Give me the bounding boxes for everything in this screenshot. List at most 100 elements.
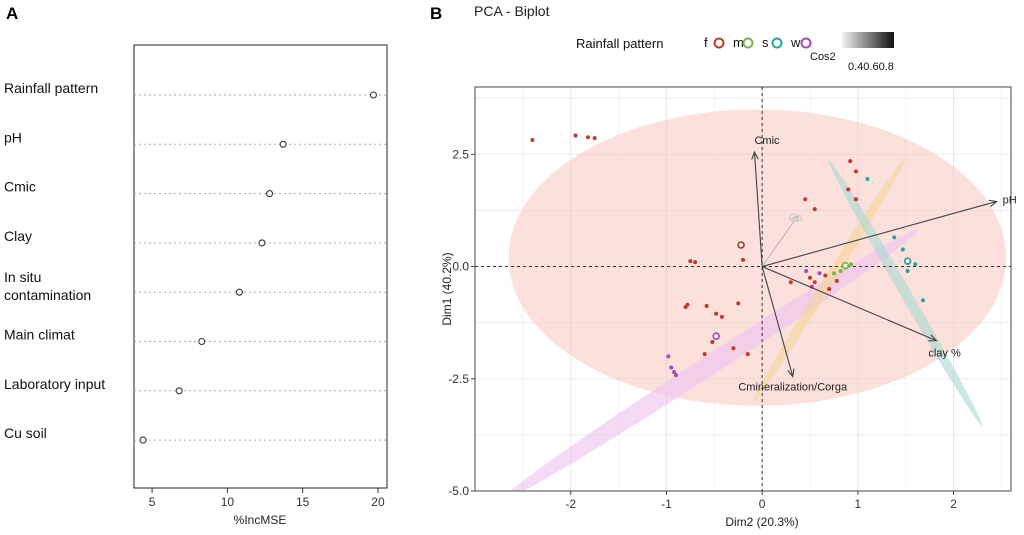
loading-arrow-label: Cmineralization/Corga — [738, 382, 848, 394]
observation-point-s — [913, 262, 918, 267]
legend-title: Rainfall pattern — [576, 36, 663, 51]
observation-point-w — [672, 370, 677, 375]
loading-arrowhead — [988, 199, 998, 207]
variable-label: Main climat — [4, 327, 75, 343]
panel-a-x-axis: 5 10 15 20 — [149, 488, 385, 509]
variable-label: In situ — [4, 269, 41, 285]
x-tick-label: -1 — [661, 497, 672, 511]
observation-point-f — [788, 280, 793, 285]
loading-arrow-label: Cu — [789, 212, 803, 224]
observation-point-w — [669, 365, 674, 370]
observation-point-f — [731, 346, 736, 351]
observation-point-m — [831, 271, 836, 276]
observation-point-s — [892, 235, 897, 240]
observation-point-m — [838, 269, 843, 274]
observation-point-f — [693, 260, 698, 265]
importance-point — [265, 190, 274, 198]
legend-label-m: m — [733, 35, 744, 50]
observation-point-s — [903, 257, 912, 265]
legend-marker-w — [800, 37, 812, 49]
importance-point — [279, 140, 287, 148]
observation-point-f — [745, 352, 750, 357]
loading-arrow-line — [761, 200, 997, 268]
observation-point-f — [530, 137, 535, 142]
legend-label-w: w — [790, 35, 801, 50]
cos2-legend-title: Cos2 — [810, 51, 836, 63]
observation-point-f — [846, 187, 851, 192]
observation-point-m — [849, 262, 854, 267]
importance-point — [139, 436, 147, 444]
cos2-colorbar — [842, 32, 894, 48]
loading-arrow-label: pH — [1003, 194, 1017, 206]
observation-point-f — [573, 133, 578, 138]
x-tick-label: 10 — [221, 495, 235, 509]
loading-arrow-line — [761, 266, 937, 342]
confidence-ellipse-s — [829, 160, 983, 427]
observation-point-f — [740, 257, 745, 262]
observation-point-f — [719, 314, 724, 319]
observation-point-w — [817, 271, 822, 276]
y-tick-label: 2.5 — [452, 147, 469, 161]
biplot-panel-frame — [474, 86, 1012, 492]
loading-arrow-line — [761, 266, 794, 377]
x-tick-label: 2 — [950, 497, 957, 511]
legend-marker-m — [742, 37, 754, 49]
observation-point-f — [702, 352, 707, 357]
panel-a-rows: Rainfall pattern pH Cmic Clay In situ contami… — [4, 80, 387, 444]
panel-b-letter: B — [430, 4, 442, 23]
observation-point-f — [823, 273, 828, 278]
observation-point-s — [900, 247, 905, 252]
loading-arrow-label: Cmic — [754, 135, 780, 147]
variable-label: Cmic — [4, 179, 36, 195]
observation-point-f — [710, 339, 715, 344]
variable-label: Rainfall pattern — [4, 80, 98, 96]
observation-point-s — [905, 269, 910, 274]
importance-point — [258, 239, 266, 247]
observation-point-f — [737, 241, 745, 249]
legend-label-s: s — [762, 35, 769, 50]
legend-label-f: f — [704, 35, 708, 50]
observation-point-f — [688, 259, 693, 264]
legend-marker-s — [771, 37, 783, 49]
observation-point-w — [804, 269, 809, 274]
importance-point — [175, 387, 183, 395]
variable-label: contamination — [4, 287, 91, 303]
legend: Rainfall pattern f m s w Cos2 0.40.60.8 — [576, 32, 894, 73]
biplot-y-axis-title: Dim1 (40.2%) — [440, 252, 454, 325]
observation-point-f — [685, 302, 690, 307]
loading-arrowhead — [787, 368, 795, 378]
loading-arrowhead — [928, 334, 938, 342]
loading-arrow-line — [753, 152, 763, 267]
x-tick-label: 1 — [855, 497, 862, 511]
importance-point — [198, 337, 206, 346]
observation-point-f — [827, 286, 832, 291]
observation-point-s — [920, 298, 925, 303]
variable-label: pH — [4, 129, 22, 145]
importance-point — [235, 288, 243, 296]
x-tick-label: 20 — [371, 495, 385, 509]
loading-arrowhead — [751, 150, 759, 160]
observation-point-f — [853, 169, 858, 174]
y-tick-label: 0.0 — [452, 260, 469, 274]
observation-point-f — [803, 197, 808, 202]
biplot-title: PCA - Biplot — [474, 3, 550, 19]
loading-arrowhead — [791, 213, 800, 223]
x-tick-label: 0 — [759, 497, 766, 511]
biplot-x-axis-title: Dim2 (20.3%) — [725, 515, 798, 529]
observation-point-f — [807, 275, 812, 280]
variable-label: Cu soil — [4, 425, 47, 441]
confidence-ellipse-f — [508, 109, 1007, 406]
observation-point-f — [853, 197, 858, 202]
panel-a-plot-frame — [133, 44, 388, 489]
x-tick-label: 15 — [296, 495, 310, 509]
y-tick-label: -2.5 — [448, 372, 469, 386]
observation-point-f — [585, 135, 590, 140]
observation-point-f — [736, 301, 741, 306]
biplot-zero-lines — [475, 87, 1011, 491]
loading-arrow-label: clay % — [928, 348, 961, 360]
importance-point — [369, 91, 377, 99]
biplot-loading-arrows: Cmic Cu pH clay % Cmineralization/Corga — [738, 135, 1016, 393]
observation-point-f — [812, 280, 817, 285]
variable-label: Laboratory input — [4, 376, 105, 392]
